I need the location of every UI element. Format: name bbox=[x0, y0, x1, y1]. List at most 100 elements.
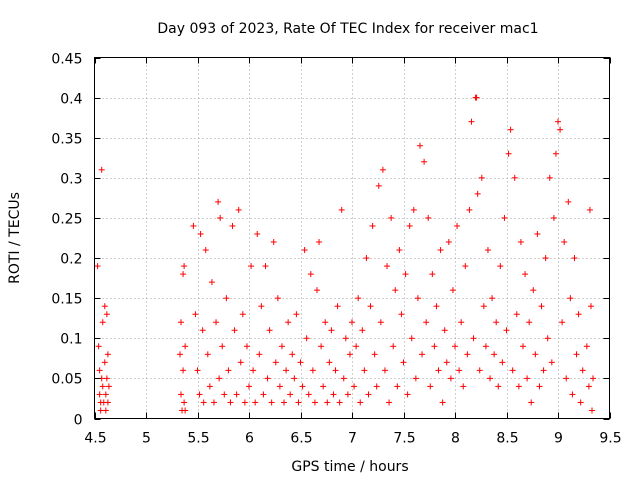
data-point bbox=[349, 319, 355, 326]
y-tick-label: 0.35 bbox=[51, 132, 82, 148]
data-point bbox=[182, 407, 189, 414]
data-point bbox=[517, 239, 524, 246]
data-point bbox=[377, 319, 384, 326]
data-point bbox=[590, 375, 597, 382]
data-point bbox=[215, 198, 222, 205]
data-point bbox=[104, 399, 111, 406]
y-tick-label: 0.45 bbox=[51, 52, 82, 68]
data-point bbox=[466, 206, 473, 213]
data-point bbox=[586, 206, 593, 213]
data-point bbox=[427, 383, 434, 390]
data-point bbox=[305, 391, 312, 398]
data-point bbox=[334, 303, 341, 310]
data-point bbox=[326, 359, 333, 366]
data-point bbox=[419, 351, 426, 358]
data-point bbox=[256, 351, 263, 358]
data-point bbox=[178, 319, 185, 326]
data-point bbox=[534, 230, 541, 237]
data-point bbox=[460, 383, 467, 390]
y-tick-label: 0.15 bbox=[51, 292, 82, 308]
data-point bbox=[231, 327, 238, 334]
data-point bbox=[94, 263, 101, 270]
data-point bbox=[274, 295, 281, 302]
data-point bbox=[309, 367, 316, 374]
y-tick-label: 0.05 bbox=[51, 372, 82, 388]
data-point bbox=[501, 214, 508, 221]
data-point bbox=[330, 391, 337, 398]
data-point bbox=[388, 214, 395, 221]
data-point bbox=[353, 343, 360, 350]
data-point bbox=[328, 327, 335, 334]
data-point bbox=[489, 295, 496, 302]
data-point bbox=[206, 383, 213, 390]
data-point bbox=[526, 319, 533, 326]
data-point bbox=[235, 206, 242, 213]
data-point bbox=[470, 335, 477, 342]
data-point bbox=[258, 303, 265, 310]
data-point bbox=[546, 174, 553, 181]
data-point bbox=[316, 239, 323, 246]
data-point bbox=[344, 391, 351, 398]
data-point bbox=[482, 343, 489, 350]
data-point bbox=[208, 279, 215, 286]
data-point bbox=[555, 118, 561, 125]
data-point bbox=[408, 335, 415, 342]
data-point bbox=[268, 399, 275, 406]
data-point bbox=[180, 367, 187, 374]
data-point bbox=[519, 343, 526, 350]
data-point bbox=[563, 375, 570, 382]
data-point bbox=[96, 391, 103, 398]
data-point bbox=[361, 367, 368, 374]
data-point bbox=[585, 383, 592, 390]
data-point bbox=[449, 287, 456, 294]
data-point bbox=[497, 263, 504, 270]
data-point bbox=[390, 343, 397, 350]
data-point bbox=[239, 311, 246, 318]
data-point bbox=[297, 359, 304, 366]
data-point bbox=[342, 335, 349, 342]
data-point bbox=[493, 319, 500, 326]
data-point bbox=[571, 255, 578, 262]
data-point bbox=[552, 150, 559, 157]
data-point bbox=[542, 255, 549, 262]
data-point bbox=[293, 311, 300, 318]
data-point bbox=[524, 375, 531, 382]
data-point bbox=[190, 222, 197, 229]
y-tick-label: 0.4 bbox=[60, 92, 82, 108]
y-tick-label: 0 bbox=[74, 413, 83, 429]
data-point bbox=[412, 375, 419, 382]
data-point bbox=[561, 239, 568, 246]
data-point bbox=[357, 399, 364, 406]
data-point bbox=[276, 383, 283, 390]
data-point bbox=[379, 166, 386, 173]
data-point bbox=[454, 222, 461, 229]
data-point bbox=[491, 351, 498, 358]
data-point bbox=[241, 399, 248, 406]
data-point bbox=[433, 303, 440, 310]
data-point bbox=[406, 222, 413, 229]
data-point bbox=[178, 391, 185, 398]
data-point bbox=[513, 311, 520, 318]
x-tick-label: 9.5 bbox=[599, 431, 621, 447]
data-point bbox=[402, 271, 409, 278]
data-point bbox=[102, 407, 109, 414]
data-point bbox=[384, 263, 391, 270]
data-point bbox=[283, 367, 290, 374]
data-point bbox=[410, 206, 417, 213]
data-point bbox=[332, 367, 339, 374]
data-point bbox=[229, 222, 236, 229]
data-point bbox=[95, 343, 102, 350]
data-point bbox=[99, 383, 106, 390]
data-point bbox=[225, 367, 232, 374]
data-point bbox=[299, 383, 306, 390]
data-point bbox=[530, 287, 537, 294]
data-point bbox=[478, 174, 485, 181]
data-point bbox=[396, 247, 403, 254]
x-tick-label: 6.5 bbox=[290, 431, 312, 447]
data-point bbox=[303, 335, 310, 342]
x-tick-label: 8.5 bbox=[496, 431, 518, 447]
data-point bbox=[565, 198, 572, 205]
data-point bbox=[313, 287, 320, 294]
data-point bbox=[474, 190, 481, 197]
